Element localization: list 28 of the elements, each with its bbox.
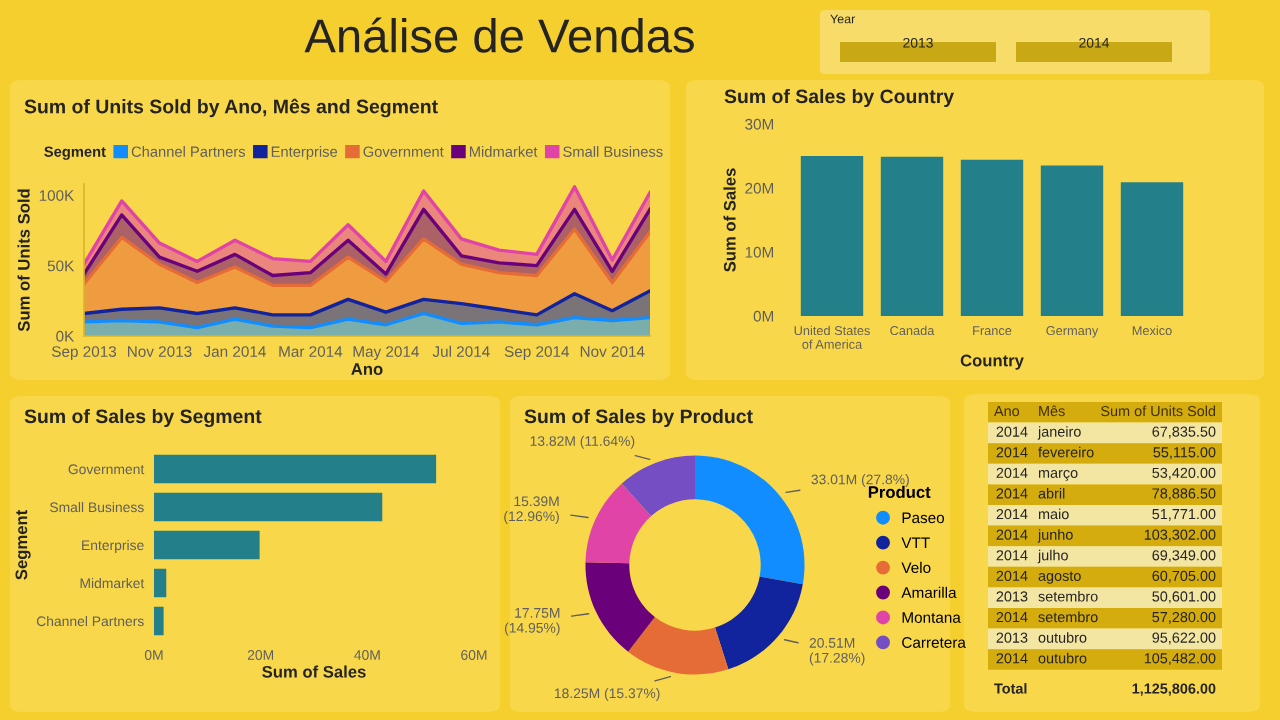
bar [154, 568, 167, 598]
x-axis-title: Sum of Sales [262, 665, 366, 678]
bar [1040, 165, 1104, 316]
chart-title: Sum of Sales by Country [724, 88, 955, 108]
donut-slice [585, 562, 655, 652]
bar [154, 530, 260, 560]
y-axis-title: Sum of Sales [723, 168, 736, 272]
donut-slice [628, 617, 729, 675]
text: Análise de Vendas [304, 17, 694, 53]
donut-slice [621, 455, 695, 517]
y-axis-title: Sum of Units Sold [17, 189, 30, 332]
donut-slice [715, 576, 803, 670]
x-axis-title: Country [960, 354, 1024, 370]
chart-title: Sum of Sales by Segment [24, 408, 262, 428]
bar [800, 156, 864, 316]
bar [960, 159, 1024, 316]
bar [154, 454, 437, 484]
donut-slice [585, 483, 652, 564]
chart-title: Sum of Units Sold by Ano, Mês and Segment [24, 98, 438, 118]
x-axis-title: Ano [351, 363, 383, 375]
y-axis-title: Segment [15, 510, 31, 580]
bar [154, 606, 164, 636]
bar [880, 156, 944, 316]
bar [154, 492, 383, 522]
legend-title: Product [868, 485, 931, 498]
chart-title: Sum of Sales by Product [524, 408, 753, 428]
donut-slice [695, 455, 805, 585]
bar [1120, 182, 1184, 316]
